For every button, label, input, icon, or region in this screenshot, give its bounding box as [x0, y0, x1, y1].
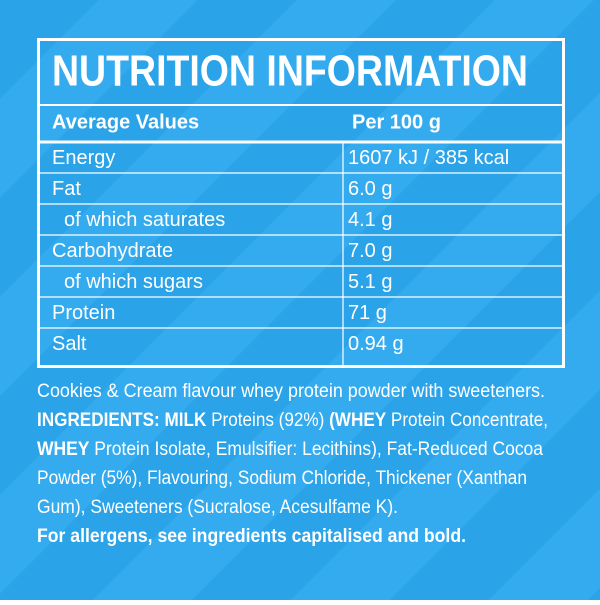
ingredient-text: Protein Isolate, Emulsifier: Lecithins),… [89, 439, 543, 460]
bold-text: (WHEY [329, 410, 386, 431]
nutrient-value: 6.0 g [348, 178, 392, 200]
ingredients-line: Gum), Sweeteners (Sucralose, Acesulfame … [37, 497, 398, 518]
nutrient-value: 7.0 g [348, 240, 392, 262]
ingredients-line: Powder (5%), Flavouring, Sodium Chloride… [37, 468, 527, 489]
table-frame [37, 38, 565, 368]
ingredients-line: For allergens, see ingredients capitalis… [37, 526, 466, 547]
ingredient-text: Powder (5%), Flavouring, Sodium Chloride… [37, 468, 527, 489]
nutrient-name: Carbohydrate [52, 240, 173, 262]
ingredient-text: Cookies & Cream flavour whey protein pow… [37, 381, 545, 402]
nutrient-value: 5.1 g [348, 271, 392, 293]
nutrient-name: of which saturates [64, 209, 225, 231]
nutrient-value: 0.94 g [348, 333, 404, 355]
nutrient-name: Protein [52, 302, 115, 324]
nutrient-value: 4.1 g [348, 209, 392, 231]
ingredient-text: Proteins (92%) [206, 410, 329, 431]
nutrient-value: 71 g [348, 302, 387, 324]
title: NUTRITION INFORMATION [52, 47, 528, 96]
ingredients-line: Cookies & Cream flavour whey protein pow… [37, 381, 545, 402]
bold-text: INGREDIENTS: MILK [37, 410, 207, 431]
nutrient-name: Salt [52, 333, 87, 355]
bold-text: For allergens, see ingredients capitalis… [37, 526, 466, 547]
column-header: Average Values [52, 111, 199, 133]
bold-text: WHEY [37, 439, 90, 460]
ingredients-line: WHEY Protein Isolate, Emulsifier: Lecith… [37, 439, 543, 460]
nutrient-name: of which sugars [64, 271, 203, 293]
nutrient-name: Energy [52, 147, 115, 169]
ingredient-text: Protein Concentrate, [386, 410, 548, 431]
ingredient-text: Gum), Sweeteners (Sucralose, Acesulfame … [37, 497, 398, 518]
nutrient-name: Fat [52, 178, 81, 200]
column-header: Per 100 g [352, 111, 441, 133]
nutrient-value: 1607 kJ / 385 kcal [348, 147, 509, 169]
ingredients-line: INGREDIENTS: MILK Proteins (92%) (WHEY P… [37, 410, 548, 431]
